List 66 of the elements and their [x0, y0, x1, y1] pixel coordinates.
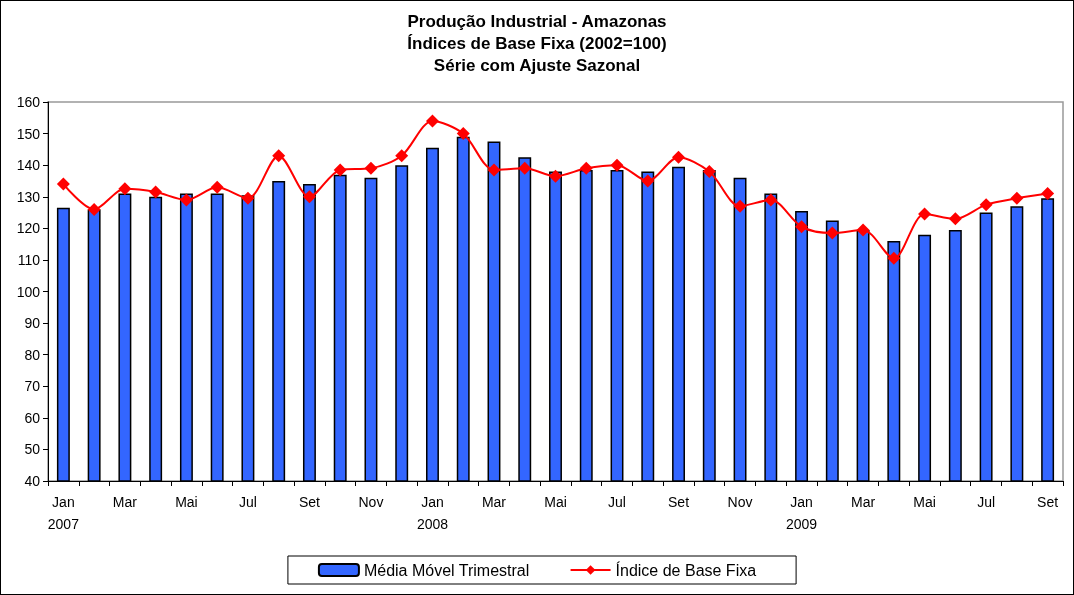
point — [179, 193, 193, 207]
point — [764, 193, 778, 207]
y-tick-label: 130 — [16, 188, 41, 205]
point — [518, 161, 532, 175]
point — [918, 207, 932, 221]
y-tick-label: 150 — [16, 125, 41, 142]
x-tick-label: Mar — [851, 494, 876, 510]
point — [702, 164, 716, 178]
point — [948, 212, 962, 226]
y-tick-label: 60 — [24, 409, 41, 426]
x-tick-label: Mai — [913, 494, 936, 510]
point — [210, 180, 224, 194]
point — [56, 177, 70, 191]
point — [425, 114, 439, 128]
point — [456, 127, 470, 141]
y-tick-label: 100 — [16, 283, 41, 300]
point — [610, 158, 624, 172]
x-tick-label: Mai — [544, 494, 567, 510]
y-tick-label: 140 — [16, 157, 41, 174]
point — [364, 161, 378, 175]
point — [149, 185, 163, 199]
y-tick-label: 50 — [24, 441, 41, 458]
point — [795, 220, 809, 234]
point — [1041, 187, 1055, 201]
y-tick-label: 160 — [16, 94, 41, 110]
y-tick-label: 110 — [17, 251, 41, 268]
point — [395, 149, 409, 163]
y-tick-label: 90 — [24, 315, 41, 332]
x-tick-label: Nov — [727, 494, 753, 510]
x-tick-label: Mar — [112, 494, 138, 510]
x-tick-label: Set — [668, 494, 690, 510]
x-tick-label: Jan 2007 — [47, 494, 80, 532]
point — [549, 169, 562, 183]
point — [641, 174, 655, 188]
x-tick-label: Jul — [977, 494, 996, 510]
y-tick-label: 40 — [24, 473, 41, 489]
chart-title: Produção Industrial - Amazonas Índices de Base Fixa (2002=100) Série com Ajuste Sazonal — [407, 11, 667, 75]
point — [241, 191, 255, 205]
x-tick-label: Mar — [481, 494, 507, 510]
y-tick-label: 120 — [16, 220, 41, 237]
legend-label: Índice de Base Fixa — [615, 560, 757, 579]
legend-label: Média Móvel Trimestral — [363, 561, 530, 579]
point — [272, 149, 286, 163]
point — [118, 182, 132, 196]
point — [825, 226, 839, 240]
point — [672, 150, 686, 164]
point — [487, 163, 501, 177]
x-tick-label: Jan 2008 — [416, 494, 449, 532]
x-tick-label: Set — [298, 494, 321, 510]
point — [1010, 191, 1024, 205]
x-tick-label: Set — [1037, 494, 1059, 510]
point — [856, 223, 870, 237]
point — [302, 190, 316, 204]
point — [887, 251, 901, 265]
x-tick-label: Jan 2009 — [785, 494, 818, 532]
x-tick-label: Nov — [358, 494, 384, 510]
y-tick-label: 80 — [24, 346, 41, 363]
point — [579, 161, 593, 175]
point — [979, 198, 993, 212]
point — [87, 202, 101, 216]
x-tick-label: Jul — [238, 494, 257, 510]
x-tick-label: Mai — [175, 494, 198, 510]
point — [333, 163, 347, 177]
x-tick-label: Jul — [608, 494, 626, 510]
point — [733, 199, 747, 213]
y-tick-label: 70 — [24, 378, 41, 395]
